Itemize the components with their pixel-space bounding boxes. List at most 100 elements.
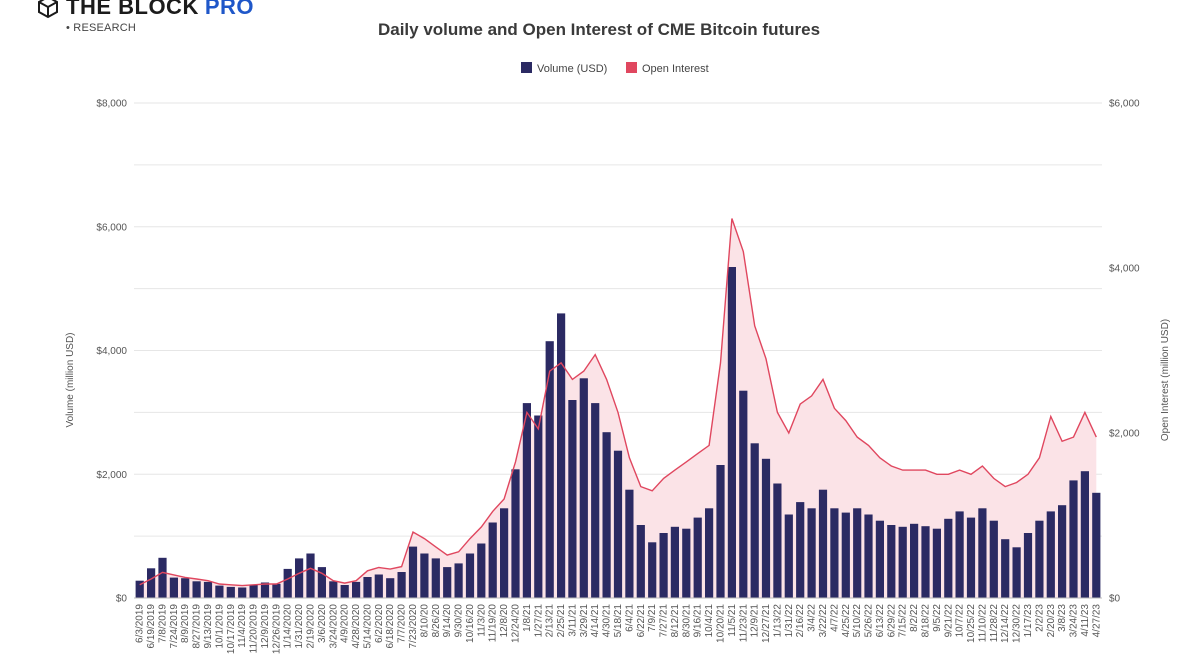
x-tick-label: 3/4/22 — [807, 604, 818, 632]
volume-bar — [226, 586, 235, 598]
x-tick-label: 7/7/2020 — [397, 604, 408, 643]
volume-bar — [1023, 533, 1033, 598]
volume-bar — [602, 432, 611, 598]
volume-bar — [147, 568, 156, 598]
volume-bar — [500, 508, 509, 598]
x-tick-label: 3/24/23 — [1069, 604, 1080, 638]
volume-bar — [477, 543, 486, 598]
volume-bar — [875, 520, 884, 598]
volume-bar — [408, 546, 418, 598]
chart-legend: Volume (USD) Open Interest — [521, 62, 709, 75]
x-tick-label: 4/25/22 — [841, 604, 852, 638]
x-tick-label: 2/19/2020 — [306, 604, 317, 649]
volume-bar — [522, 403, 531, 598]
x-tick-label: 1/14/2020 — [283, 604, 294, 649]
open-interest-line — [139, 218, 1097, 587]
volume-bar — [796, 502, 805, 598]
volume-bar — [420, 553, 429, 598]
x-tick-label: 2/16/22 — [795, 604, 806, 638]
x-tick-label: 6/19/2019 — [146, 604, 157, 649]
volume-bar — [260, 582, 270, 598]
volume-bar — [283, 568, 292, 598]
y-tick-label: $8,000 — [96, 99, 127, 110]
volume-bar — [397, 572, 406, 598]
volume-bar — [295, 558, 304, 598]
x-tick-label: 12/27/21 — [761, 604, 772, 643]
x-tick-label: 11/23/21 — [738, 604, 749, 643]
volume-bar — [705, 508, 714, 598]
volume-bar — [625, 489, 634, 598]
volume-bar — [181, 578, 190, 598]
chart-title: Daily volume and Open Interest of CME Bi… — [377, 20, 821, 39]
y-tick-label: $6,000 — [96, 222, 127, 233]
x-tick-label: 9/16/21 — [693, 604, 704, 638]
volume-bar — [1058, 505, 1067, 598]
x-tick-label: 10/20/21 — [716, 604, 727, 643]
x-tick-label: 5/10/22 — [852, 604, 863, 638]
volume-bar — [135, 580, 144, 598]
x-tick-label: 1/8/21 — [522, 604, 533, 632]
x-tick-label: 3/24/2020 — [328, 604, 339, 649]
x-tick-label: 6/18/2020 — [385, 604, 396, 649]
x-tick-label: 11/4/2019 — [237, 604, 248, 648]
x-tick-label: 8/9/2019 — [180, 604, 191, 643]
volume-bar — [830, 508, 839, 598]
volume-bar — [944, 518, 953, 598]
x-tick-label: 3/6/2020 — [317, 604, 328, 643]
x-tick-label: 4/7/22 — [829, 604, 840, 632]
x-tick-label: 1/27/21 — [533, 604, 544, 638]
x-tick-label: 7/24/2019 — [169, 604, 180, 649]
x-tick-label: 6/13/22 — [875, 604, 886, 638]
x-tick-label: 4/27/23 — [1091, 604, 1102, 638]
y-tick-label: $2,000 — [96, 470, 127, 481]
volume-bar — [340, 585, 349, 598]
x-tick-label: 10/25/22 — [966, 604, 977, 643]
volume-bar — [215, 585, 224, 598]
volume-bar — [1001, 539, 1010, 598]
x-tick-label: 8/18/22 — [921, 604, 932, 638]
x-tick-label: 11/28/22 — [989, 604, 1000, 643]
volume-bar — [203, 581, 213, 598]
volume-bar — [636, 525, 645, 598]
volume-bar — [1069, 480, 1078, 598]
x-tick-label: 10/16/20 — [465, 604, 476, 643]
volume-bar — [648, 542, 657, 598]
volume-bar — [568, 400, 577, 598]
x-tick-label: 5/14/2020 — [363, 604, 374, 649]
volume-bar — [1012, 547, 1021, 598]
x-tick-label: 4/28/2020 — [351, 604, 362, 649]
x-tick-label: 1/31/22 — [784, 604, 795, 638]
cube-icon — [38, 0, 58, 19]
volume-bar — [659, 533, 668, 598]
volume-bar — [898, 526, 907, 598]
volume-bar — [864, 514, 873, 598]
x-tick-label: 5/18/21 — [613, 604, 624, 638]
x-tick-label: 10/4/21 — [704, 604, 715, 638]
x-tick-label: 9/5/22 — [932, 604, 943, 632]
volume-bar — [910, 523, 919, 599]
x-tick-label: 12/8/20 — [499, 604, 510, 638]
volume-bar — [386, 578, 395, 598]
volume-bar — [169, 577, 178, 598]
x-tick-label: 1/17/23 — [1023, 604, 1034, 638]
y-axis-title: Volume (million USD) — [65, 332, 76, 427]
volume-bar — [807, 508, 816, 598]
x-axis: 6/3/2019 6/19/2019 7/8/2019 7/24/2019 8/9/20… — [134, 597, 1102, 654]
x-tick-label: 12/26/2019 — [271, 604, 282, 654]
x-tick-label: 3/22/22 — [818, 604, 829, 638]
legend-swatch-open-interest — [626, 62, 637, 73]
x-tick-label: 12/24/20 — [511, 604, 522, 643]
volume-bar — [818, 489, 828, 598]
x-tick-label: 11/3/20 — [476, 604, 487, 637]
x-tick-label: 7/9/21 — [647, 604, 658, 632]
x-tick-label: 12/30/22 — [1012, 604, 1023, 643]
x-tick-label: 9/14/20 — [442, 604, 453, 638]
volume-bar — [511, 469, 520, 598]
x-tick-label: 12/9/2019 — [260, 604, 271, 649]
volume-bar — [966, 517, 976, 598]
x-tick-label: 2/13/21 — [545, 604, 556, 638]
x-tick-label: 11/19/20 — [488, 604, 499, 643]
volume-bar — [841, 512, 850, 598]
brand-name: THE BLOCK PRO — [66, 0, 254, 20]
